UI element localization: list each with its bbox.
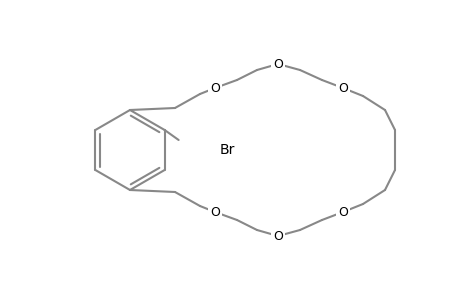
Text: O: O	[210, 82, 219, 94]
Text: O: O	[273, 230, 282, 242]
Text: O: O	[210, 206, 219, 218]
Text: Br: Br	[219, 143, 235, 157]
Text: O: O	[273, 58, 282, 70]
Text: O: O	[337, 206, 347, 218]
Text: O: O	[337, 82, 347, 94]
